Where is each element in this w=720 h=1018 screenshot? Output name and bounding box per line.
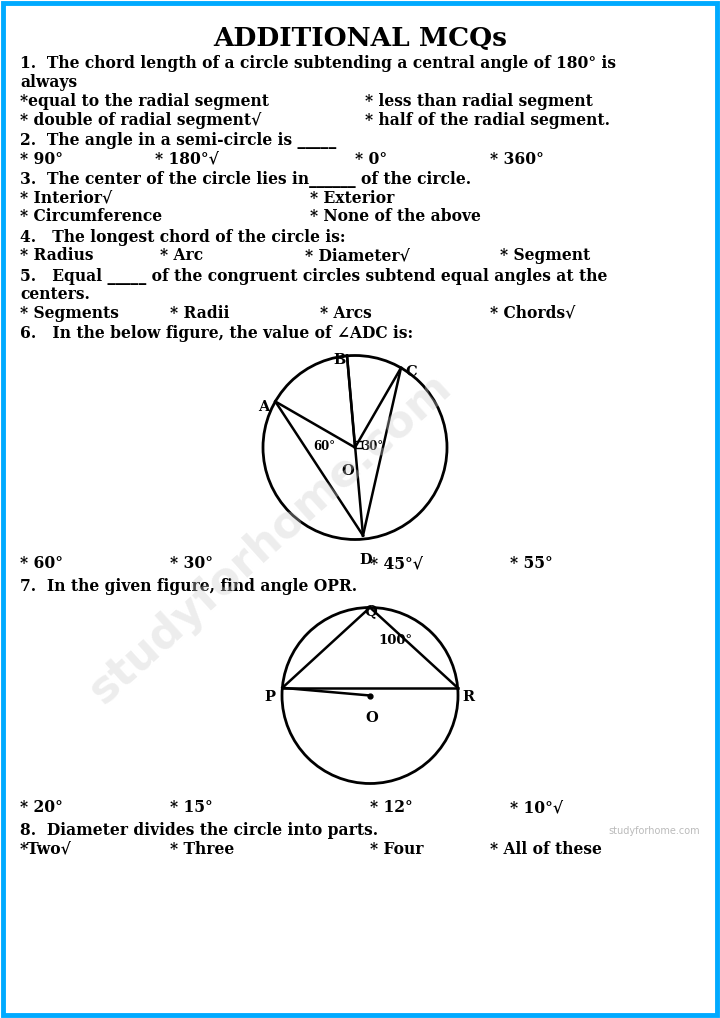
Text: * less than radial segment: * less than radial segment: [365, 93, 593, 110]
Text: * 180°√: * 180°√: [155, 151, 219, 168]
Text: * 12°: * 12°: [370, 799, 413, 816]
Text: * 30°: * 30°: [170, 556, 213, 572]
Text: * 15°: * 15°: [170, 799, 212, 816]
Text: A: A: [258, 399, 270, 413]
Text: * Segment: * Segment: [500, 247, 590, 264]
Text: 3.  The center of the circle lies in______ of the circle.: 3. The center of the circle lies in_____…: [20, 171, 471, 188]
Text: 4.   The longest chord of the circle is:: 4. The longest chord of the circle is:: [20, 228, 346, 245]
Text: *equal to the radial segment: *equal to the radial segment: [20, 93, 269, 110]
Text: * double of radial segment√: * double of radial segment√: [20, 112, 261, 128]
Text: * 60°: * 60°: [20, 556, 63, 572]
Text: 100°: 100°: [378, 633, 412, 646]
Text: 5.   Equal _____ of the congruent circles subtend equal angles at the: 5. Equal _____ of the congruent circles …: [20, 268, 608, 284]
Text: O: O: [341, 463, 354, 477]
Text: R: R: [463, 690, 474, 703]
Text: * Arcs: * Arcs: [320, 304, 372, 322]
Text: * All of these: * All of these: [490, 841, 602, 857]
Text: always: always: [20, 73, 77, 91]
Text: * Diameter√: * Diameter√: [305, 247, 410, 264]
Text: Q: Q: [364, 605, 377, 619]
Text: 30°: 30°: [361, 440, 383, 452]
Text: 6.   In the below figure, the value of ∠ADC is:: 6. In the below figure, the value of ∠AD…: [20, 325, 413, 342]
Text: * 20°: * 20°: [20, 799, 63, 816]
Text: ADDITIONAL MCQs: ADDITIONAL MCQs: [213, 26, 507, 51]
Text: * 45°√: * 45°√: [370, 556, 423, 572]
Text: * Exterior: * Exterior: [310, 189, 395, 207]
Text: studyforhome.com: studyforhome.com: [608, 826, 700, 836]
Text: * 10°√: * 10°√: [510, 799, 563, 816]
Text: O: O: [365, 711, 378, 725]
Text: C: C: [405, 364, 417, 379]
Text: * Circumference: * Circumference: [20, 208, 162, 225]
Text: *Two√: *Two√: [20, 841, 72, 857]
Text: 60°: 60°: [313, 440, 335, 452]
Text: * Radius: * Radius: [20, 247, 94, 264]
Text: * 0°: * 0°: [355, 151, 387, 168]
Text: 1.  The chord length of a circle subtending a central angle of 180° is: 1. The chord length of a circle subtendi…: [20, 55, 616, 72]
Text: * Segments: * Segments: [20, 304, 119, 322]
Text: * Radii: * Radii: [170, 304, 230, 322]
Text: * Four: * Four: [370, 841, 423, 857]
Text: 8.  Diameter divides the circle into parts.: 8. Diameter divides the circle into part…: [20, 822, 378, 839]
Text: * 90°: * 90°: [20, 151, 63, 168]
Text: 7.  In the given figure, find angle OPR.: 7. In the given figure, find angle OPR.: [20, 578, 357, 595]
Text: * None of the above: * None of the above: [310, 208, 481, 225]
FancyBboxPatch shape: [3, 3, 717, 1015]
Text: * Interior√: * Interior√: [20, 189, 112, 207]
Text: * Three: * Three: [170, 841, 234, 857]
Text: * 360°: * 360°: [490, 151, 544, 168]
Text: studyforhome.com: studyforhome.com: [81, 364, 459, 712]
Text: * 55°: * 55°: [510, 556, 553, 572]
Text: 2.  The angle in a semi-circle is _____: 2. The angle in a semi-circle is _____: [20, 132, 336, 149]
Text: P: P: [264, 690, 275, 703]
Text: centers.: centers.: [20, 286, 90, 303]
Text: B: B: [333, 352, 346, 366]
Text: * half of the radial segment.: * half of the radial segment.: [365, 112, 610, 128]
Text: D: D: [359, 553, 372, 566]
Text: * Arc: * Arc: [160, 247, 203, 264]
Text: * Chords√: * Chords√: [490, 304, 575, 322]
